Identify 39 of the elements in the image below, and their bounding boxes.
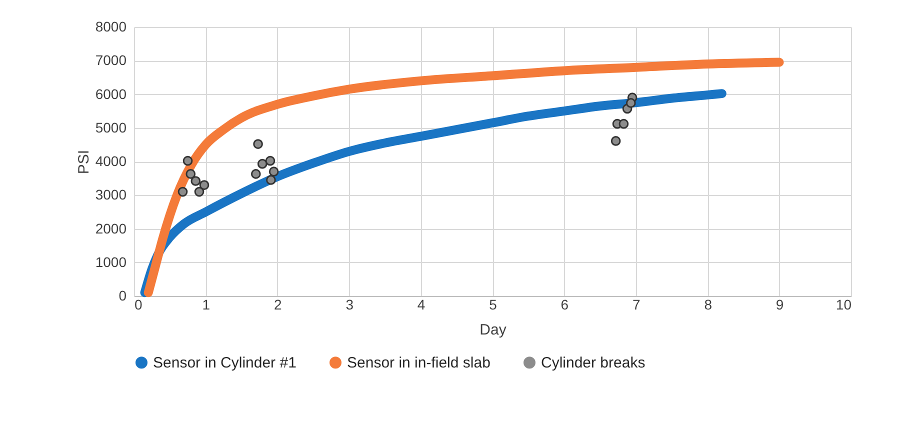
x-tick-label: 0 [134, 296, 142, 312]
point [253, 139, 263, 149]
point [199, 180, 210, 190]
point [610, 136, 621, 146]
y-tick-label: 6000 [95, 86, 127, 102]
point [190, 176, 201, 186]
x-tick-label: 6 [560, 296, 569, 312]
legend-label: Cylinder breaks [541, 354, 646, 372]
point [266, 175, 276, 185]
x-tick-label: 9 [776, 296, 784, 312]
x-tick-label: 8 [704, 296, 712, 312]
legend-label: Sensor in in-field slab [347, 354, 490, 372]
point [182, 156, 193, 166]
x-tick-label: 1 [202, 296, 210, 312]
point [268, 166, 279, 177]
y-axis-title: PSI [75, 150, 92, 174]
y-tick-label: 1000 [95, 254, 127, 270]
point [618, 118, 629, 129]
x-tick-label: 10 [836, 296, 852, 312]
x-tick-label: 7 [632, 296, 640, 312]
y-tick-label: 4000 [95, 153, 127, 169]
point [194, 186, 204, 197]
point [186, 169, 196, 179]
x-tick-label: 3 [346, 296, 354, 312]
y-tick-label: 8000 [95, 18, 127, 34]
x-tick-label: 4 [417, 296, 426, 312]
x-tick-label: 5 [489, 296, 498, 312]
point [626, 98, 636, 108]
y-tick-label: 3000 [95, 186, 127, 203]
y-tick-label: 2000 [95, 220, 127, 236]
point [257, 158, 268, 169]
y-tick-label: 5000 [95, 119, 127, 136]
y-tick-label: 7000 [95, 52, 127, 68]
x-tick-label: 2 [274, 296, 282, 312]
point [178, 186, 188, 197]
x-axis-title: Day [480, 322, 507, 338]
point [265, 156, 276, 166]
legend-label: Sensor in Cylinder #1 [153, 354, 296, 372]
point [250, 169, 261, 179]
